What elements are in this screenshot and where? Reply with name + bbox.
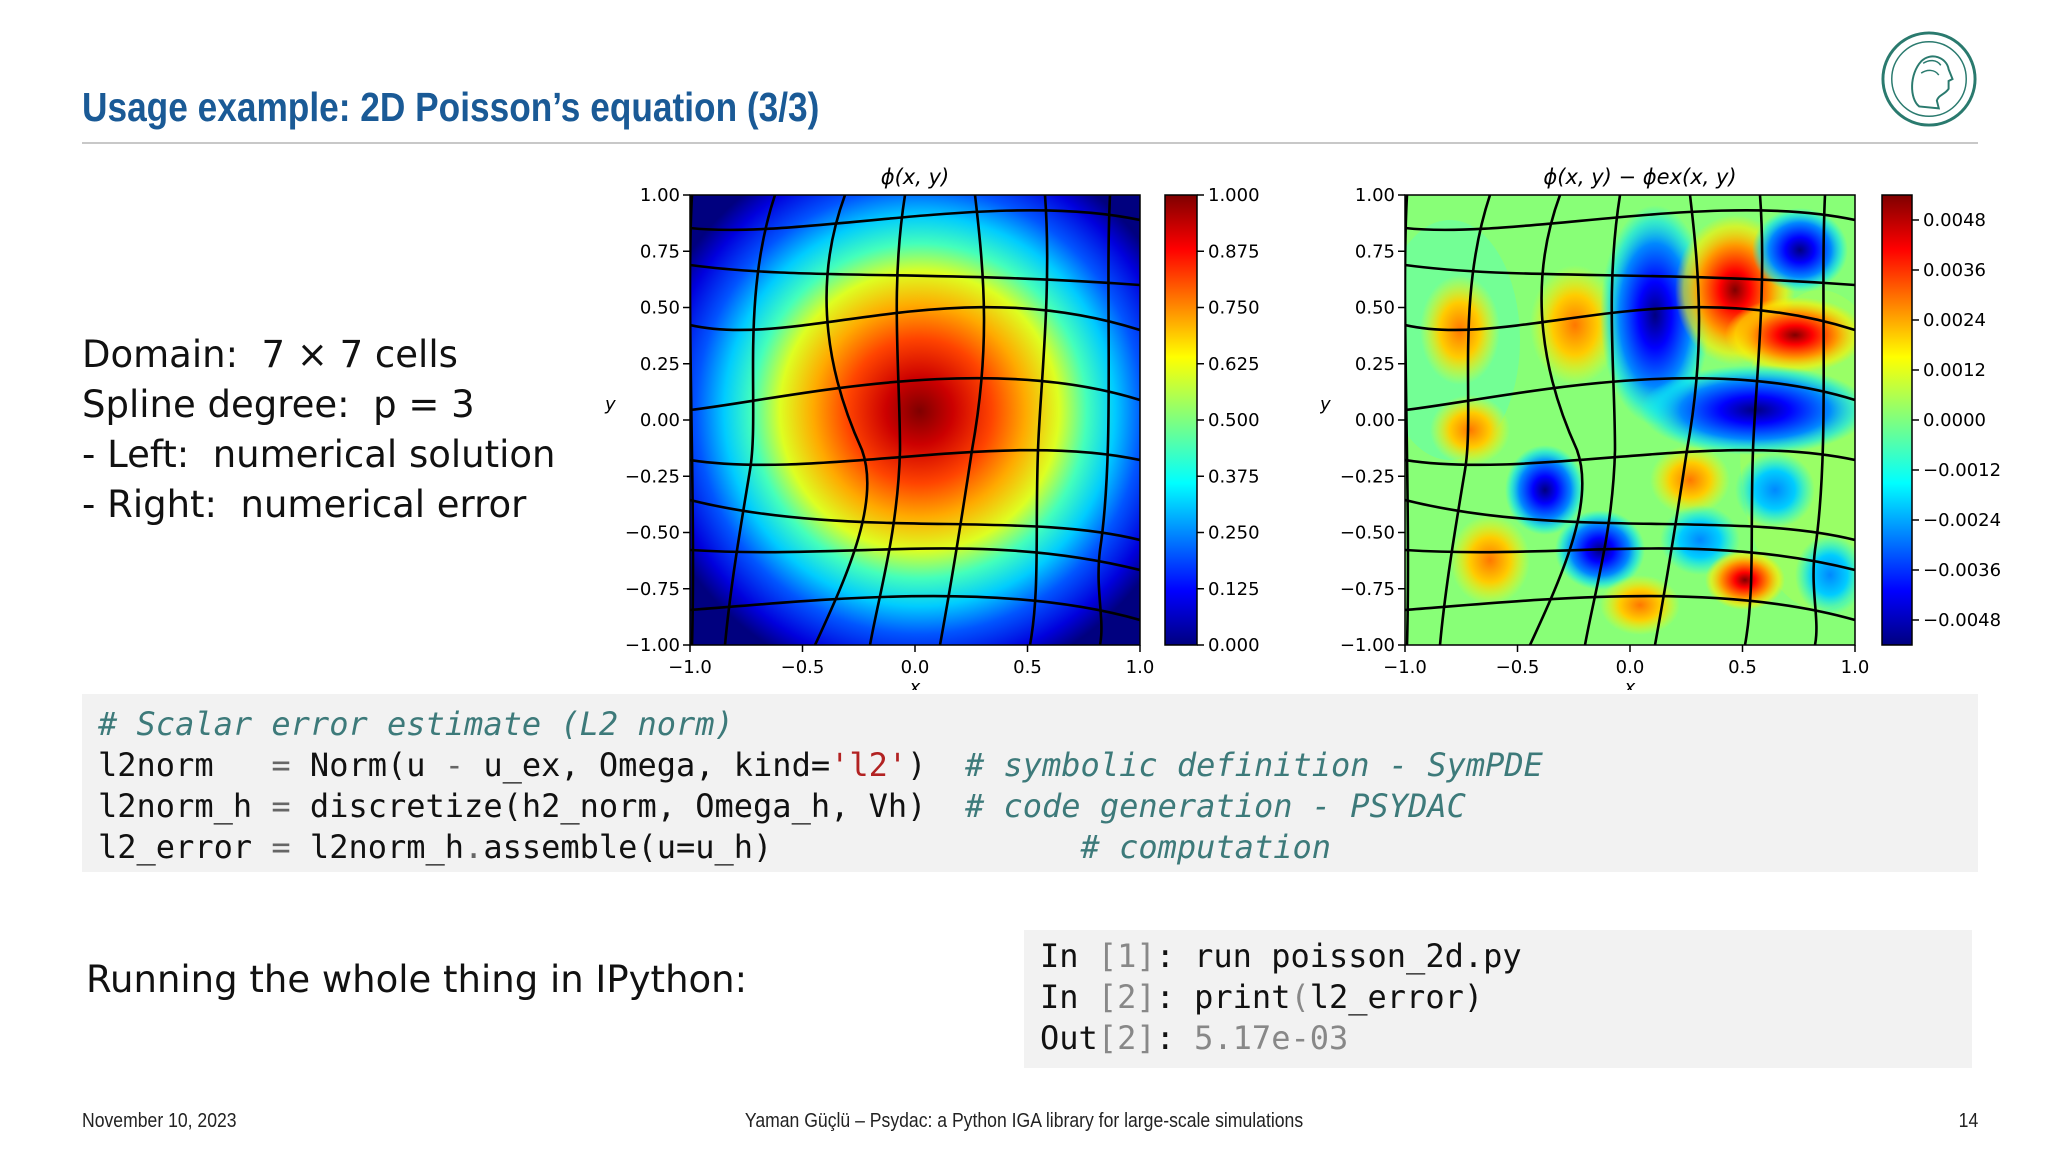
y-tick-label: 0.50 [1355,298,1395,319]
ipython-line: In [2]: print(l2_error) [1040,978,1484,1016]
x-tick-label: 1.0 [1841,657,1870,678]
summary-line: Domain: 7 × 7 cells [82,333,458,376]
colorbar-tick-label: 0.875 [1208,241,1260,262]
solution-heatmap-chart: ϕ(x, y) y 1.000.750.500.250.00−0.25−0.50… [604,165,1260,690]
x-axis-label: x [909,677,921,690]
summary-line: - Right: numerical error [82,483,527,526]
colorbar-tick-label: 0.250 [1208,523,1260,544]
y-tick-label: −0.25 [625,466,680,487]
y-tick-label: 0.00 [1355,410,1395,431]
colorbar-tick-label: 0.750 [1208,298,1260,319]
x-tick-label: −1.0 [668,657,712,678]
code-line: l2norm_h = discretize(h2_norm, Omega_h, … [98,787,1466,825]
footer-center: Yaman Güçlü – Psydac: a Python IGA libra… [744,1110,1304,1132]
code-comment: # Scalar error estimate (L2 norm) [98,705,734,743]
y-axis-label: y [604,394,616,415]
footer-date: November 10, 2023 [82,1110,237,1132]
x-tick-label: 0.5 [1728,657,1757,678]
society-logo-icon [1881,31,1977,127]
y-tick-label: 0.75 [640,241,680,262]
y-tick-label: −0.75 [625,579,680,600]
footer-page-number: 14 [1958,1110,1978,1132]
y-tick-label: −0.50 [625,523,680,544]
ipython-session: In [1]: run poisson_2d.py In [2]: print(… [1024,930,1972,1068]
colorbar-tick-label: −0.0012 [1923,460,2001,481]
slide-title: Usage example: 2D Poisson’s equation (3/… [82,84,820,130]
colorbar-tick-label: 0.375 [1208,466,1260,487]
code-block-norm: # Scalar error estimate (L2 norm) l2norm… [82,694,1978,872]
y-tick-label: −1.00 [1340,635,1395,656]
colorbar-tick-label: 0.0000 [1923,410,1986,431]
ipython-line: Out[2]: 5.17e-03 [1040,1019,1349,1057]
colorbar-tick-label: 0.625 [1208,354,1260,375]
y-tick-label: −0.25 [1340,466,1395,487]
colorbar-tick-label: 0.125 [1208,579,1260,600]
y-tick-label: −1.00 [625,635,680,656]
title-divider [82,142,1978,144]
colorbar-tick-label: 0.0024 [1923,310,1986,331]
y-axis-label: y [1320,394,1331,415]
x-tick-label: 0.0 [901,657,930,678]
summary-line: - Left: numerical solution [82,433,556,476]
x-tick-label: −0.5 [1496,657,1540,678]
error-heatmap-chart: ϕ(x, y) − ϕex(x, y) y 1.00 0.75 0.50 0.25 0.… [1320,165,2001,690]
y-tick-label: 0.50 [640,298,680,319]
ipython-line: In [1]: run poisson_2d.py [1040,937,1522,975]
colorbar-tick-label: −0.0048 [1923,610,2001,631]
colorbar-tick-label: 0.0012 [1923,360,1986,381]
x-tick-label: −0.5 [781,657,825,678]
x-tick-label: 1.0 [1126,657,1155,678]
chart-title: ϕ(x, y) − ϕex(x, y) [1543,165,1736,189]
colorbar-tick-label: 1.000 [1208,185,1260,206]
code-line: l2norm = Norm(u - u_ex, Omega, kind='l2'… [98,746,1543,784]
colorbar-tick-label: −0.0024 [1923,510,2001,531]
chart-title: ϕ(x, y) [881,165,949,189]
x-tick-label: 0.5 [1013,657,1042,678]
y-tick-label: −0.75 [1340,579,1395,600]
y-tick-label: 0.25 [1355,354,1395,375]
colorbar-tick-label: 0.000 [1208,635,1260,656]
y-tick-label: 1.00 [640,185,680,206]
code-line: l2_error = l2norm_h.assemble(u=u_h) # co… [98,828,1331,866]
y-tick-label: −0.50 [1340,523,1395,544]
colorbar-tick-label: −0.0036 [1923,560,2001,581]
x-tick-label: 0.0 [1616,657,1645,678]
y-tick-label: 0.00 [640,410,680,431]
running-label: Running the whole thing in IPython: [86,958,748,1001]
summary-line: Spline degree: p = 3 [82,383,475,426]
y-tick-label: 0.25 [640,354,680,375]
x-axis-label: x [1624,677,1636,690]
x-tick-label: −1.0 [1383,657,1427,678]
colorbar-tick-label: 0.0048 [1923,210,1986,231]
y-tick-label: 1.00 [1355,185,1395,206]
summary-text: Domain: 7 × 7 cells Spline degree: p = 3… [82,330,555,530]
colorbar-tick-label: 0.500 [1208,410,1260,431]
y-tick-label: 0.75 [1355,241,1395,262]
colorbar-tick-label: 0.0036 [1923,260,1986,281]
